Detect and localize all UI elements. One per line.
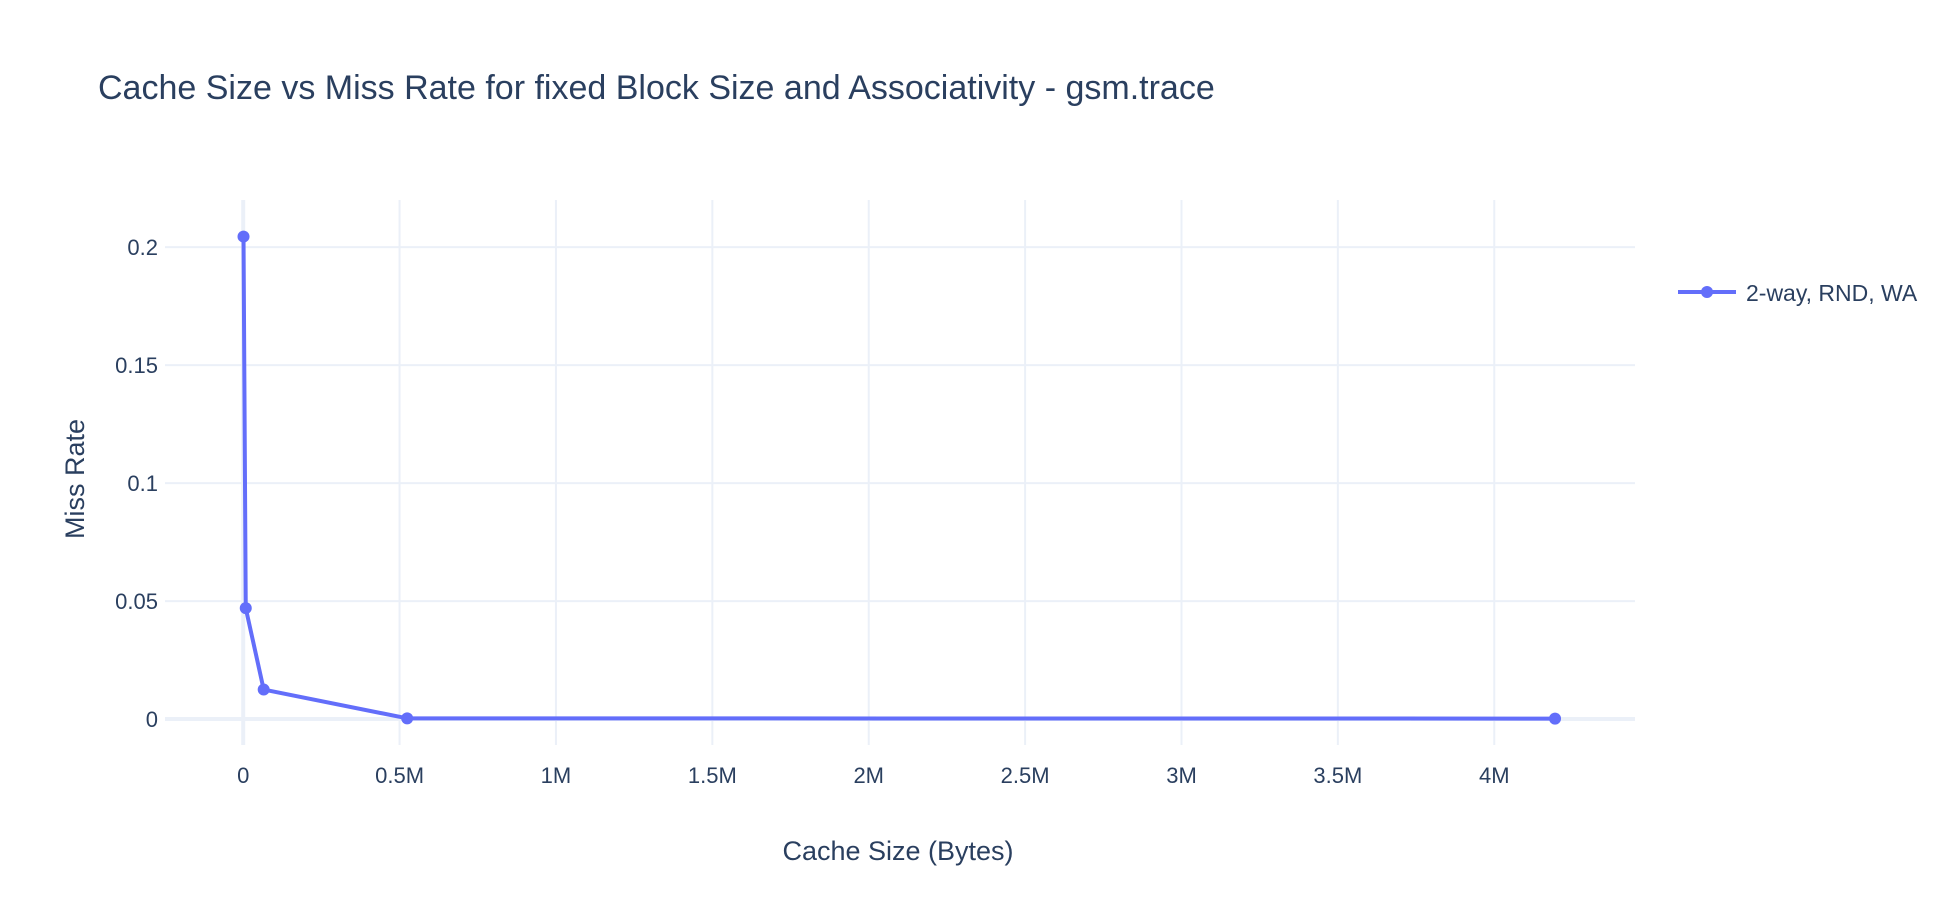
y-tick-label: 0 bbox=[146, 707, 158, 732]
x-tick-label: 0 bbox=[237, 763, 249, 788]
x-tick-label: 1.5M bbox=[688, 763, 737, 788]
x-tick-labels: 0 0.5M 1M 1.5M 2M 2.5M 3M 3.5M 4M bbox=[237, 763, 1509, 788]
data-point[interactable] bbox=[257, 683, 270, 696]
y-tick-label: 0.2 bbox=[127, 235, 158, 260]
data-point[interactable] bbox=[239, 602, 252, 615]
legend[interactable]: 2-way, RND, WA bbox=[1678, 280, 1918, 306]
data-point[interactable] bbox=[237, 230, 250, 243]
series-line bbox=[241, 236, 1556, 721]
data-point[interactable] bbox=[401, 712, 414, 725]
zero-line-layer bbox=[165, 200, 1635, 745]
y-axis-title: Miss Rate bbox=[60, 419, 90, 539]
grid-layer bbox=[165, 200, 1635, 745]
chart-title: Cache Size vs Miss Rate for fixed Block … bbox=[98, 69, 1215, 107]
x-tick-label: 3M bbox=[1166, 763, 1197, 788]
legend-marker bbox=[1701, 286, 1713, 298]
legend-label: 2-way, RND, WA bbox=[1746, 280, 1918, 306]
x-tick-label: 1M bbox=[541, 763, 572, 788]
x-tick-label: 3.5M bbox=[1313, 763, 1362, 788]
x-tick-label: 0.5M bbox=[375, 763, 424, 788]
data-point[interactable] bbox=[1549, 712, 1562, 725]
y-tick-label: 0.05 bbox=[115, 589, 158, 614]
x-axis-title: Cache Size (Bytes) bbox=[782, 836, 1013, 866]
series-layer bbox=[237, 230, 1562, 725]
x-tick-label: 2M bbox=[853, 763, 884, 788]
y-tick-label: 0.1 bbox=[127, 471, 158, 496]
y-tick-label: 0.15 bbox=[115, 353, 158, 378]
y-tick-labels: 0 0.05 0.1 0.15 0.2 bbox=[115, 235, 158, 732]
x-tick-label: 2.5M bbox=[1001, 763, 1050, 788]
x-tick-label: 4M bbox=[1479, 763, 1510, 788]
